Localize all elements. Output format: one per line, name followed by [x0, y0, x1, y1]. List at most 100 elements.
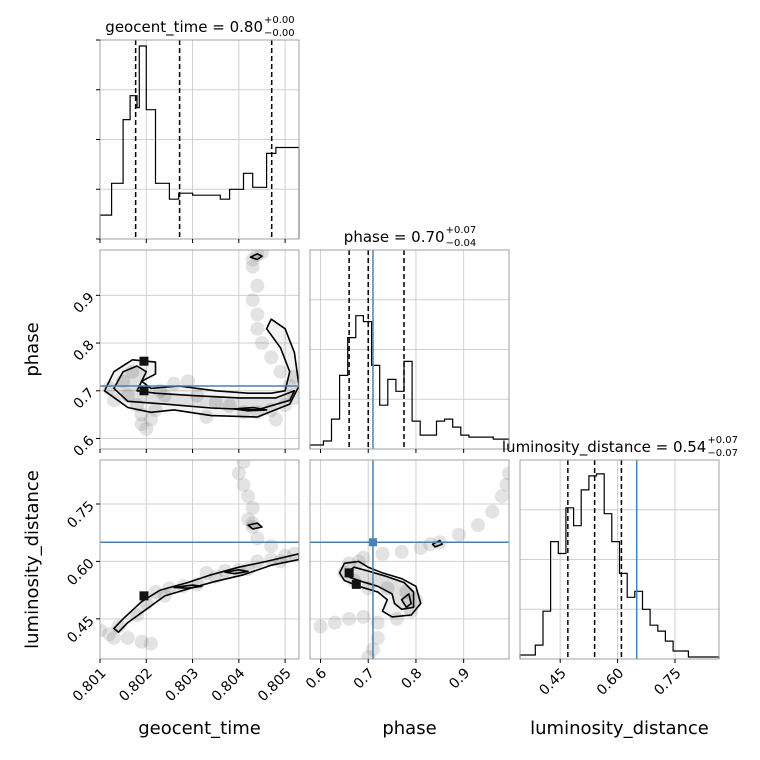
- sample-point: [208, 395, 223, 410]
- x-tick-label: 0.803: [163, 665, 203, 705]
- panel-frame: [99, 249, 300, 450]
- sample-point: [250, 278, 265, 293]
- panel-title-phase: phase = 0.70 +0.07 −0.04: [344, 225, 476, 249]
- sample-points: [100, 250, 509, 659]
- x-tick-label: 0.801: [70, 665, 110, 705]
- panel-frame: [99, 459, 300, 660]
- truth-marker: [368, 538, 377, 547]
- x-axis-label-luminosity_distance: luminosity_distance: [530, 718, 709, 739]
- sample-point: [502, 466, 509, 481]
- sample-point: [313, 619, 328, 634]
- contour-line: [400, 593, 412, 609]
- contour-line: [113, 553, 299, 633]
- title-main: phase = 0.70: [344, 228, 445, 246]
- sample-point: [245, 252, 260, 267]
- contour-line: [113, 365, 296, 411]
- sample-point: [245, 500, 260, 515]
- sample-point: [250, 321, 265, 336]
- density-peak-marker: [351, 579, 361, 589]
- x-tick-label: 0.8: [398, 665, 425, 692]
- sample-point: [125, 364, 140, 379]
- sample-point: [254, 250, 269, 260]
- sample-point: [327, 615, 342, 630]
- sample-point: [451, 527, 466, 542]
- density-peak-marker: [139, 386, 149, 396]
- sample-point: [134, 634, 149, 649]
- contour-line: [338, 560, 422, 618]
- sample-point: [254, 336, 269, 351]
- density-peak-marker: [344, 568, 354, 578]
- y-tick-label: 0.75: [64, 498, 97, 531]
- sample-point: [199, 410, 214, 425]
- sample-point: [394, 544, 409, 559]
- x-tick-label: 0.45: [536, 665, 569, 698]
- title-upper-error: +0.07: [446, 225, 477, 236]
- sample-point: [268, 412, 283, 427]
- panel-background: [100, 460, 299, 659]
- sample-point: [139, 421, 154, 436]
- sample-point: [245, 293, 260, 308]
- contour-line: [249, 253, 263, 261]
- contour-line: [173, 584, 203, 589]
- sample-point: [134, 417, 149, 432]
- title-main: luminosity_distance = 0.54: [502, 438, 706, 457]
- grid-lines: [99, 40, 719, 659]
- title-param: luminosity_distance: [502, 438, 651, 457]
- sample-point: [231, 466, 246, 481]
- x-axis-label-phase: phase: [382, 718, 436, 739]
- sample-point: [157, 388, 172, 403]
- sample-point: [356, 609, 371, 624]
- histogram-luminosity_distance: [519, 473, 720, 659]
- sample-point: [423, 537, 438, 552]
- sample-point: [342, 611, 357, 626]
- sample-point: [106, 630, 121, 645]
- sample-point: [102, 627, 117, 642]
- sample-point: [361, 650, 376, 659]
- sample-point: [250, 554, 265, 569]
- title-lower-error: −0.00: [264, 28, 295, 39]
- contours-group: [100, 522, 299, 633]
- x-tick-label: 0.804: [209, 665, 249, 705]
- sample-point: [278, 548, 293, 563]
- sample-point: [264, 350, 279, 365]
- x-tick-label: 0.75: [651, 665, 684, 698]
- sample-point: [106, 393, 121, 408]
- x-tick-label: 0.6: [303, 665, 330, 692]
- title-value: = 0.80: [207, 18, 263, 36]
- sample-point: [180, 374, 195, 389]
- title-upper-error: +0.07: [707, 435, 738, 446]
- sample-point: [375, 546, 390, 561]
- sample-point: [413, 541, 428, 556]
- sample-point: [287, 546, 299, 561]
- y-tick-label: 0.6: [71, 433, 98, 460]
- title-param: phase: [344, 228, 389, 246]
- x-tick-label: 0.805: [255, 665, 295, 705]
- sample-point: [499, 477, 509, 492]
- panel-background: [100, 250, 299, 449]
- sample-point: [470, 518, 485, 533]
- panel-title-geocent_time: geocent_time = 0.80 +0.00 −0.00: [105, 15, 294, 39]
- y-tick-label: 0.7: [71, 385, 98, 412]
- y-tick-label: 0.45: [64, 613, 97, 646]
- contour-line: [224, 569, 249, 575]
- panel-background: [310, 460, 509, 659]
- panel-frame: [519, 459, 720, 660]
- title-param: geocent_time: [105, 18, 207, 37]
- sample-point: [100, 623, 107, 638]
- title-upper-error: +0.00: [264, 15, 295, 26]
- sample-point: [485, 504, 500, 519]
- x-tick-label: 0.9: [446, 665, 473, 692]
- title-value: = 0.70: [389, 228, 445, 246]
- sample-point: [264, 539, 279, 554]
- histogram-geocent_time: [99, 45, 300, 239]
- y-tick-label: 0.8: [71, 337, 98, 364]
- density-peak-marker: [139, 356, 149, 366]
- contours-group: [310, 460, 509, 659]
- density-peak-marker: [139, 591, 149, 601]
- title-lower-error: −0.04: [446, 238, 477, 249]
- chart-marks: [99, 40, 720, 659]
- panel-title-luminosity_distance: luminosity_distance = 0.54 +0.07 −0.07: [502, 435, 738, 459]
- sample-point: [236, 477, 251, 492]
- sample-point: [287, 369, 299, 384]
